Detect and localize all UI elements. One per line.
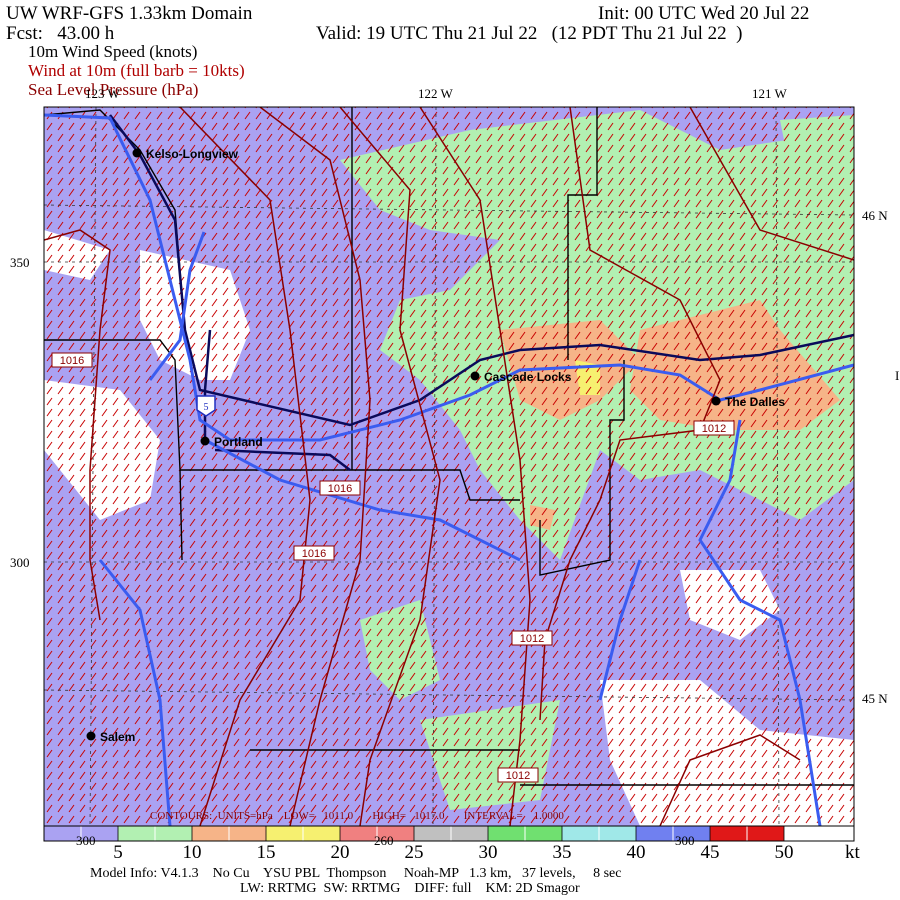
grid-label: 300 <box>10 555 30 570</box>
field-label: Sea Level Pressure (hPa) <box>28 80 198 99</box>
city-label: Portland <box>214 435 263 449</box>
colorbar-unit: kt <box>845 842 861 863</box>
colorbar-tick-label: 20 <box>331 842 350 863</box>
colorbar-tick-label: 45 <box>701 842 720 863</box>
colorbar: 5 10 15 20 25 30 35 40 45 50 <box>44 826 794 863</box>
longitude-label: 123 W <box>85 86 121 101</box>
contour-label: 1012 <box>506 770 530 782</box>
init-time: Init: 00 UTC Wed 20 Jul 22 <box>598 3 809 24</box>
contour-label: 1016 <box>328 483 352 495</box>
colorbar-tick-label: 5 <box>113 842 123 863</box>
valid-time: Valid: 19 UTC Thu 21 Jul 22 (12 PDT Thu … <box>316 23 742 44</box>
colorbar-tick-label: 40 <box>627 842 646 863</box>
edge-label: I <box>895 368 899 383</box>
field-label: Wind at 10m (full barb = 10kts) <box>28 61 245 80</box>
city-label: Salem <box>100 730 135 744</box>
colorbar-tick-label: 15 <box>257 842 276 863</box>
city-label: Kelso-Longview <box>146 147 239 161</box>
latitude-label: 46 N <box>862 208 888 223</box>
physics-info: LW: RRTMG SW: RRTMG DIFF: full KM: 2D Sm… <box>240 881 580 896</box>
contour-label: 1012 <box>702 423 726 435</box>
map-area: Kelso-Longview Cascade Locks The Dalles … <box>44 107 854 826</box>
latitude-label: 45 N <box>862 691 888 706</box>
field-label: 10m Wind Speed (knots) <box>28 42 197 61</box>
contour-info: CONTOURS: UNITS=hPa LOW= 1011.0 HIGH= 10… <box>150 810 564 822</box>
longitude-label: 122 W <box>418 86 454 101</box>
city-label: The Dalles <box>725 395 785 409</box>
grid-label: 350 <box>10 255 30 270</box>
colorbar-tick-label: 25 <box>405 842 424 863</box>
contour-label: 1012 <box>520 633 544 645</box>
colorbar-tick-label: 50 <box>775 842 794 863</box>
contour-label: 1016 <box>302 548 326 560</box>
model-info: Model Info: V4.1.3 No Cu YSU PBL Thompso… <box>90 866 621 881</box>
city-label: Cascade Locks <box>484 370 572 384</box>
grid-label: 300 <box>76 833 96 848</box>
highway-shield: 5 <box>204 402 209 413</box>
title: UW WRF-GFS 1.33km Domain <box>6 3 253 24</box>
forecast-hour: Fcst: 43.00 h <box>6 23 115 44</box>
colorbar-tick-label: 35 <box>553 842 572 863</box>
grid-label: 260 <box>374 833 394 848</box>
colorbar-tick-label: 30 <box>479 842 498 863</box>
colorbar-tick-label: 10 <box>183 842 202 863</box>
longitude-label: 121 W <box>752 86 788 101</box>
grid-label: 300 <box>675 833 695 848</box>
contour-label: 1016 <box>60 355 84 367</box>
